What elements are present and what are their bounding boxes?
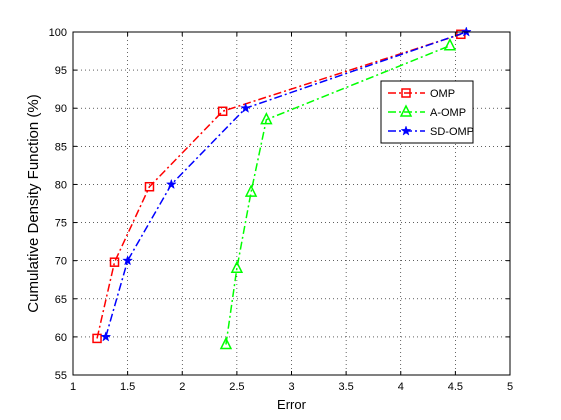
- x-tick-label: 1: [70, 381, 76, 393]
- legend-marker: [399, 104, 413, 117]
- series-line-a-omp: [225, 45, 451, 345]
- y-axis-title: Cumulative Density Function (%): [25, 94, 42, 312]
- y-tick-label: 90: [55, 103, 67, 115]
- data-point-a-omp: [260, 111, 273, 125]
- legend-marker: [400, 125, 412, 136]
- data-point-sd-omp: [122, 254, 134, 266]
- legend-entry-a-omp: A-OMP: [388, 104, 466, 119]
- legend-label: A-OMP: [430, 107, 466, 119]
- x-tick-label: 2.5: [229, 381, 244, 393]
- series-line-omp: [96, 33, 462, 339]
- y-tick-label: 85: [55, 141, 67, 153]
- data-point-omp: [92, 333, 102, 344]
- data-point-a-omp: [443, 38, 457, 51]
- series-a-omp: [219, 38, 457, 350]
- data-point-omp: [109, 257, 120, 267]
- data-point-sd-omp: [240, 102, 252, 113]
- x-tick-label: 4.5: [448, 381, 463, 393]
- x-tick-label: 5: [507, 381, 513, 393]
- data-point-a-omp: [219, 336, 233, 350]
- data-point-omp: [144, 181, 155, 192]
- x-axis-title: Error: [277, 397, 307, 412]
- data-point-sd-omp: [100, 331, 112, 342]
- x-tick-label: 4: [398, 381, 404, 393]
- data-point-omp: [217, 106, 228, 117]
- y-tick-label: 65: [55, 294, 67, 306]
- data-point-a-omp: [230, 260, 244, 274]
- x-tick-label: 3.5: [338, 381, 353, 393]
- data-point-sd-omp: [165, 178, 177, 190]
- series-omp: [92, 29, 466, 344]
- legend: OMP A-OMP SD-OMP: [380, 80, 474, 144]
- x-tick-label: 3: [288, 381, 294, 393]
- x-tick-label: 1.5: [120, 381, 135, 393]
- y-tick-label: 70: [55, 256, 67, 268]
- data-point-a-omp: [244, 184, 258, 197]
- y-tick-label: 80: [55, 179, 67, 191]
- y-tick-label: 95: [55, 65, 67, 77]
- y-tick-label: 60: [55, 332, 67, 344]
- legend-label: SD-OMP: [430, 126, 474, 138]
- y-tick-label: 55: [55, 370, 67, 382]
- y-tick-label: 75: [55, 218, 67, 230]
- legend-marker: [401, 88, 411, 98]
- legend-box: [380, 80, 474, 144]
- legend-entry-sd-omp: SD-OMP: [388, 125, 474, 138]
- legend-label: OMP: [430, 88, 455, 100]
- x-tick-label: 2: [179, 381, 185, 393]
- legend-entry-omp: OMP: [388, 88, 455, 100]
- y-tick-label: 100: [49, 27, 67, 39]
